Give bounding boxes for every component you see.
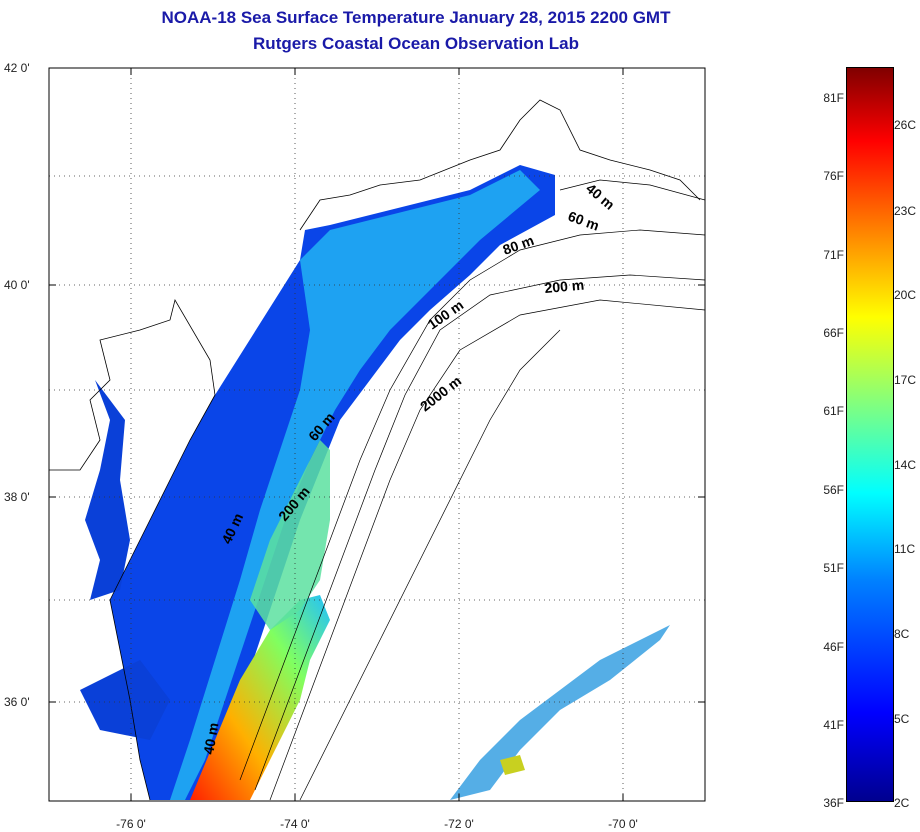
- colorbar-c-label: 2C: [894, 796, 910, 810]
- colorbar-f-label: 71F: [823, 248, 844, 262]
- sst-offshore-warm-patch: [500, 755, 525, 775]
- sst-offshore-patches: [450, 625, 670, 800]
- colorbar-f-label: 81F: [823, 91, 844, 105]
- colorbar-f-label: 46F: [823, 640, 844, 654]
- colorbar-f-label: 51F: [823, 561, 844, 575]
- colorbar-f-label: 61F: [823, 404, 844, 418]
- colorbar-f-label: 41F: [823, 718, 844, 732]
- axis-ticks: [49, 67, 705, 801]
- lon-tick-label: -74 0': [280, 817, 310, 831]
- lat-tick-label: 40 0': [4, 278, 30, 292]
- lon-tick-label: -72 0': [444, 817, 474, 831]
- chesapeake-bay: [85, 380, 130, 600]
- contour-label: 60 m: [566, 208, 601, 234]
- colorbar-f-label: 76F: [823, 169, 844, 183]
- temperature-colorbar: [846, 67, 894, 802]
- pamlico-sound: [80, 660, 170, 740]
- colorbar-f-label: 56F: [823, 483, 844, 497]
- colorbar-f-label: 36F: [823, 796, 844, 810]
- sst-shelf-region: [170, 170, 540, 800]
- colorbar-c-label: 17C: [894, 373, 917, 387]
- colorbar-c-label: 8C: [894, 627, 910, 641]
- contour-label: 200 m: [544, 277, 585, 296]
- colorbar-c-label: 11C: [894, 542, 916, 556]
- colorbar-c-label: 26C: [894, 118, 917, 132]
- lon-tick-label: -76 0': [116, 817, 146, 831]
- colorbar-c-label: 23C: [894, 204, 917, 218]
- contour-label: 40 m: [583, 180, 618, 213]
- lat-tick-label: 38 0': [4, 490, 30, 504]
- lon-tick-label: -70 0': [608, 817, 638, 831]
- map-frame: [48, 67, 706, 802]
- sst-slope-green-region: [250, 440, 330, 630]
- colorbar-c-label: 20C: [894, 288, 917, 302]
- coastline: [49, 298, 216, 801]
- colorbar-c-label: 14C: [894, 458, 917, 472]
- lat-lon-grid: [49, 68, 705, 801]
- colorbar-f-label: 66F: [823, 326, 844, 340]
- map-title: NOAA-18 Sea Surface Temperature January …: [161, 8, 671, 27]
- contour-label: 40 m: [200, 721, 221, 755]
- sst-warm-slope-region: [190, 595, 330, 800]
- map-subtitle: Rutgers Coastal Ocean Observation Lab: [253, 34, 579, 53]
- colorbar-c-label: 5C: [894, 712, 910, 726]
- lat-tick-label: 42 0': [4, 61, 30, 75]
- lat-tick-label: 36 0': [4, 695, 30, 709]
- new-england-coast: [299, 99, 701, 231]
